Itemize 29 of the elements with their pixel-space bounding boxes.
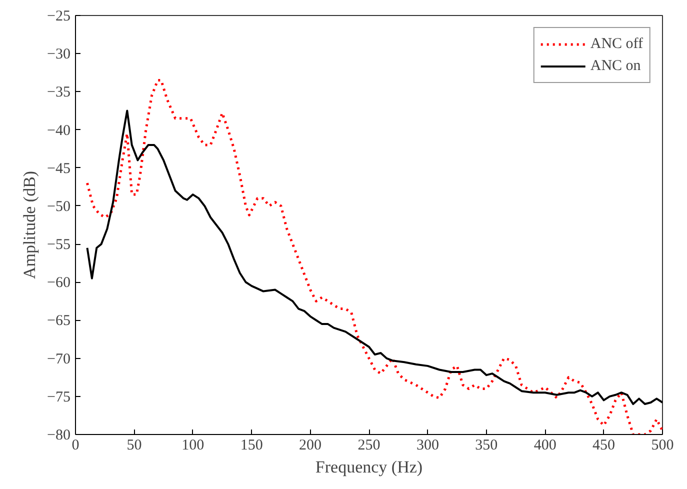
x-tick-label: 400: [534, 438, 556, 454]
y-tick-label: −70: [47, 351, 71, 368]
x-axis-title: Frequency (Hz): [315, 458, 423, 476]
y-tick-label: −60: [47, 275, 71, 292]
x-tick-label: 100: [182, 438, 204, 454]
y-tick-label: −25: [47, 8, 71, 24]
x-tick-label: 500: [651, 438, 674, 454]
x-tick-label: 50: [126, 438, 142, 454]
y-tick-label: −50: [47, 198, 71, 215]
y-tick-label: −35: [47, 84, 71, 101]
y-tick-label: −75: [47, 389, 71, 406]
y-axis-title: Amplitude (dB): [20, 170, 40, 280]
line-series: [86, 110, 662, 406]
y-tick-label: −45: [47, 160, 71, 177]
x-tick-label: 300: [416, 438, 439, 454]
legend-label: ANC off: [590, 36, 643, 52]
y-tick-label: −40: [47, 122, 71, 139]
legend-label: ANC on: [590, 58, 641, 74]
y-tick-label: −55: [47, 237, 71, 254]
x-tick-label: 200: [299, 438, 322, 454]
y-tick-label: −80: [47, 428, 71, 444]
x-tick-label: 0: [72, 438, 80, 454]
x-tick-label: 250: [358, 438, 380, 454]
y-tick-label: −65: [47, 313, 71, 330]
y-tick-label: −30: [47, 46, 71, 63]
x-tick-label: 150: [240, 438, 263, 454]
x-tick-label: 350: [475, 438, 498, 454]
line-series: [86, 79, 662, 434]
x-tick-label: 450: [592, 438, 616, 454]
